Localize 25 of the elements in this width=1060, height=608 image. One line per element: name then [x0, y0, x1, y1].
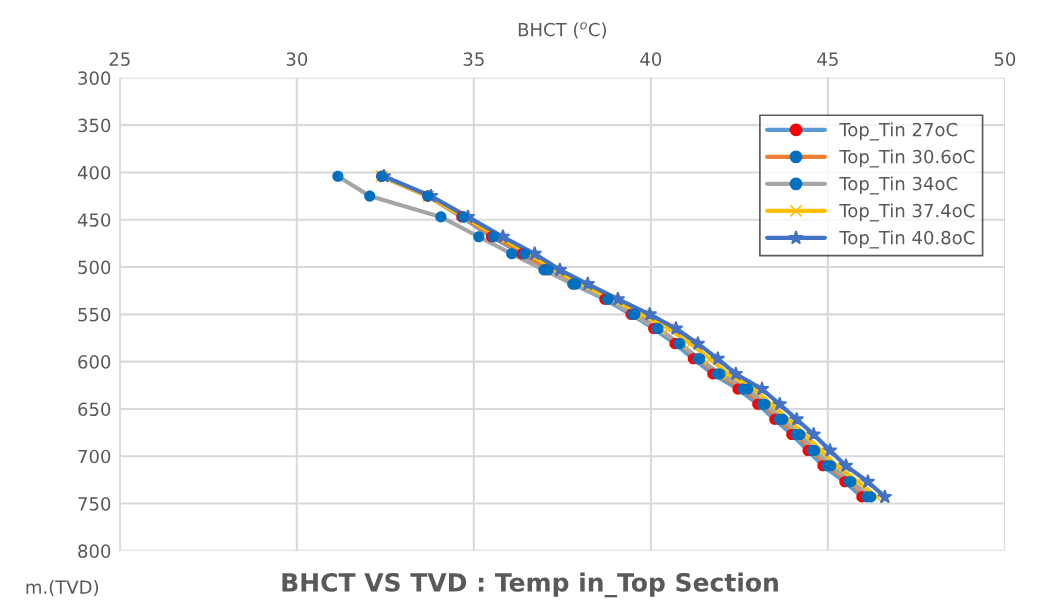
x-tick-label: 35 — [463, 52, 484, 66]
x-tick-label: 50 — [994, 52, 1016, 66]
y-tick-label: 550 — [78, 307, 111, 322]
y-tick-label: 300 — [78, 71, 111, 85]
x-tick-label: 40 — [640, 52, 662, 66]
legend-label: Top_Tin 37.4oC — [839, 203, 975, 222]
y-axis-title: m.(TVD) — [26, 579, 99, 597]
x-tick-label: 45 — [817, 52, 838, 66]
x-tick-label: 30 — [286, 52, 308, 66]
y-tick-label: 450 — [77, 213, 111, 227]
legend-label: Top_Tin 30.6oC — [839, 149, 975, 168]
y-tick-label: 700 — [78, 449, 111, 464]
y-tick-label: 500 — [78, 260, 111, 275]
legend-label: Top_Tin 27oC — [839, 122, 958, 141]
x-tick-label: 25 — [109, 52, 130, 66]
y-tick-label: 600 — [78, 355, 111, 369]
text: BHCT VS TVD : Temp in_Top Section — [282, 572, 778, 598]
x-axis-title: BHCT ($^{o}$C) — [518, 22, 606, 39]
legend-label: Top_Tin 34oC — [839, 176, 958, 195]
legend-label: Top_Tin 40.8oC — [839, 230, 975, 249]
y-tick-label: 800 — [78, 544, 111, 558]
y-tick-label: 650 — [78, 402, 111, 417]
y-tick-label: 750 — [78, 497, 111, 511]
y-tick-label: 400 — [77, 165, 111, 180]
y-tick-label: 350 — [78, 118, 111, 133]
